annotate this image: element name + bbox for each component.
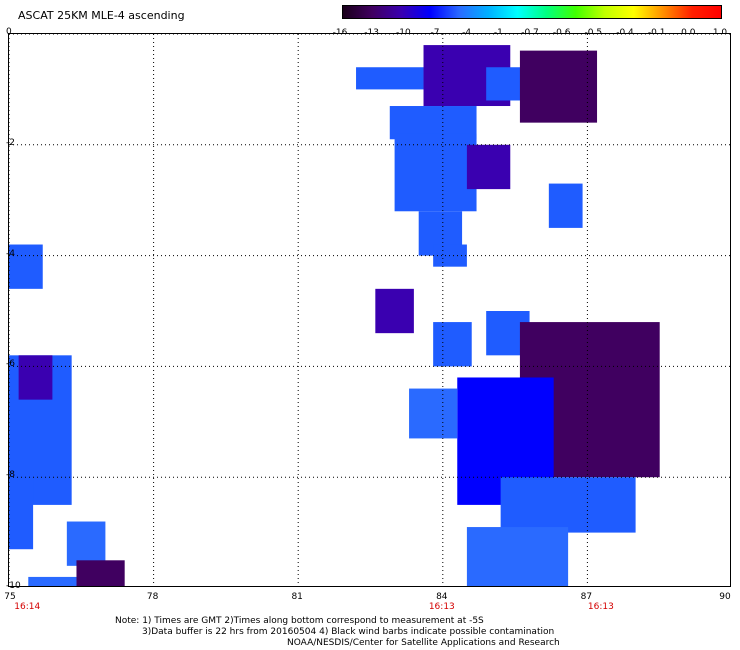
map-title: ASCAT 25KM MLE-4 ascending xyxy=(18,9,185,22)
swath-plot xyxy=(9,34,730,586)
swath-cell xyxy=(466,144,511,190)
y-tick-label: -10 xyxy=(6,581,21,591)
swath-cell xyxy=(394,133,477,212)
y-tick-label: 0 xyxy=(6,27,12,37)
swath-cell xyxy=(18,355,53,400)
swath-cell xyxy=(28,576,77,586)
x-tick-label: 90 xyxy=(719,592,731,602)
time-label: 16:14 xyxy=(14,602,41,612)
swath-cell xyxy=(76,560,125,586)
x-tick-label: 87 xyxy=(580,592,593,602)
y-tick-label: -2 xyxy=(6,137,15,148)
map-plot-area xyxy=(8,33,731,587)
time-label: 16:13 xyxy=(587,602,614,612)
swath-cell xyxy=(9,477,34,550)
x-tick-label: 75 xyxy=(4,592,16,602)
swath-cell xyxy=(375,288,414,334)
x-tick-label: 84 xyxy=(436,592,448,602)
time-label: 16:13 xyxy=(428,602,455,612)
footnotes: Note: 1) Times are GMT 2)Times along bot… xyxy=(115,616,560,649)
y-tick-label: -8 xyxy=(6,470,15,481)
swath-cell xyxy=(433,322,472,367)
note-line-1: Note: 1) Times are GMT 2)Times along bot… xyxy=(115,616,484,626)
swath-cell xyxy=(389,106,477,140)
x-tick-label: 78 xyxy=(146,592,159,602)
note-line-3: NOAA/NESDIS/Center for Satellite Applica… xyxy=(287,638,560,648)
swath-cell xyxy=(466,527,569,586)
swath-cell xyxy=(519,50,598,123)
swath-cell xyxy=(409,388,458,439)
y-tick-label: -6 xyxy=(6,359,15,370)
x-tick-label: 81 xyxy=(291,592,303,602)
swath-cell xyxy=(66,521,106,566)
colorbar xyxy=(342,5,722,19)
swath-cell xyxy=(356,67,424,90)
swath-cell xyxy=(433,244,467,267)
y-tick-label: -4 xyxy=(6,248,15,259)
swath-cell xyxy=(548,183,583,228)
note-line-2: 3)Data buffer is 22 hrs from 20160504 4)… xyxy=(142,627,555,637)
swath-cell xyxy=(500,477,636,533)
swath-cell xyxy=(9,244,43,289)
